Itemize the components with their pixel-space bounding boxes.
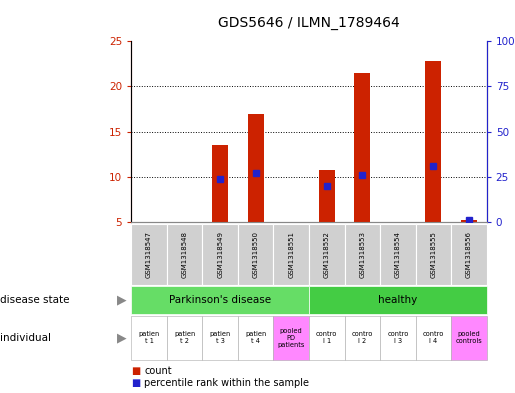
Text: contro
l 3: contro l 3 <box>387 331 408 344</box>
Text: ■: ■ <box>131 366 141 376</box>
Text: contro
l 1: contro l 1 <box>316 331 337 344</box>
Text: individual: individual <box>0 332 51 343</box>
Text: percentile rank within the sample: percentile rank within the sample <box>144 378 309 388</box>
Text: patien
t 1: patien t 1 <box>139 331 160 344</box>
Text: contro
l 4: contro l 4 <box>423 331 444 344</box>
Bar <box>425 61 441 222</box>
Text: GDS5646 / ILMN_1789464: GDS5646 / ILMN_1789464 <box>218 16 400 30</box>
Text: GSM1318552: GSM1318552 <box>324 231 330 278</box>
Text: ■: ■ <box>131 378 141 388</box>
Bar <box>248 114 264 222</box>
Text: GSM1318554: GSM1318554 <box>395 231 401 278</box>
Text: pooled
controls: pooled controls <box>456 331 482 344</box>
Text: patien
t 2: patien t 2 <box>174 331 195 344</box>
Text: disease state: disease state <box>0 295 70 305</box>
Text: GSM1318556: GSM1318556 <box>466 231 472 278</box>
Text: GSM1318551: GSM1318551 <box>288 231 294 278</box>
Text: GSM1318555: GSM1318555 <box>431 231 436 278</box>
Text: GSM1318549: GSM1318549 <box>217 231 223 278</box>
Text: pooled
PD
patients: pooled PD patients <box>278 328 305 347</box>
Bar <box>461 220 477 222</box>
Text: ▶: ▶ <box>116 331 126 344</box>
Bar <box>319 170 335 222</box>
Text: count: count <box>144 366 172 376</box>
Text: contro
l 2: contro l 2 <box>352 331 373 344</box>
Text: patien
t 4: patien t 4 <box>245 331 266 344</box>
Text: patien
t 3: patien t 3 <box>210 331 231 344</box>
Text: ▶: ▶ <box>116 294 126 307</box>
Bar <box>212 145 228 222</box>
Text: GSM1318548: GSM1318548 <box>182 231 187 278</box>
Text: GSM1318547: GSM1318547 <box>146 231 152 278</box>
Text: GSM1318550: GSM1318550 <box>253 231 259 278</box>
Text: Parkinson's disease: Parkinson's disease <box>169 295 271 305</box>
Text: GSM1318553: GSM1318553 <box>359 231 365 278</box>
Bar <box>354 73 370 222</box>
Text: healthy: healthy <box>378 295 418 305</box>
